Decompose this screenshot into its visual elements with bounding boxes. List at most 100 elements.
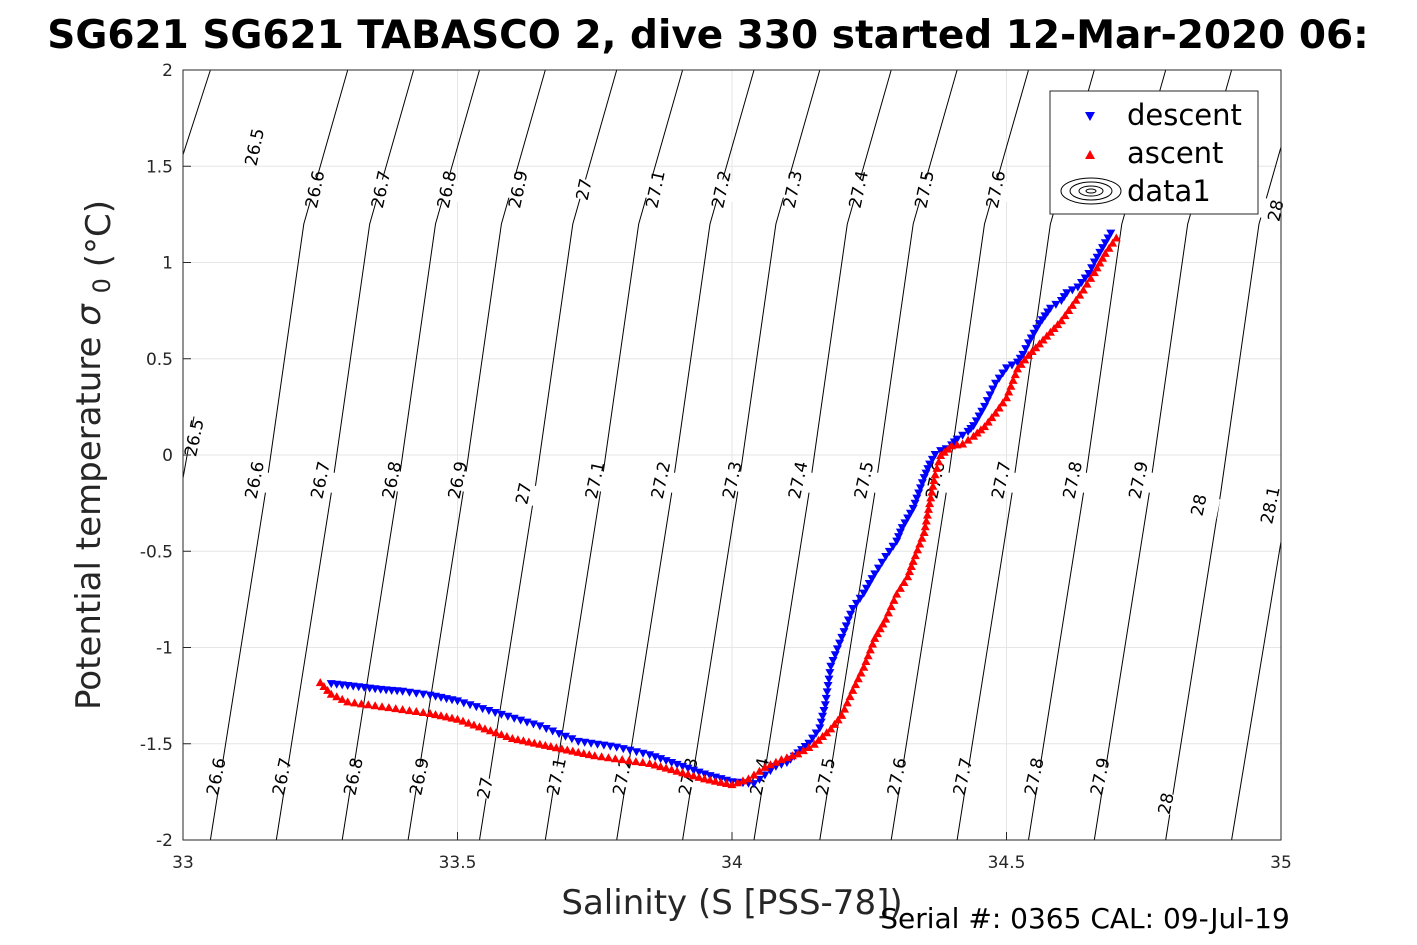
descent-point — [958, 431, 968, 440]
ascent-point — [624, 756, 634, 765]
contour-label: 27 — [512, 481, 536, 506]
isopycnal-27.2 — [616, 69, 755, 841]
descent-point — [1045, 304, 1055, 313]
ascent-point — [905, 567, 915, 576]
ascent-point — [1008, 375, 1018, 384]
contour-label: 26.6 — [302, 169, 329, 210]
x-tick-label: 34.5 — [988, 853, 1026, 873]
contour-label: 26.9 — [505, 169, 532, 210]
ascent-point — [1004, 387, 1014, 396]
ascent-point — [837, 710, 847, 719]
ascent-point — [551, 743, 561, 752]
ascent-point — [391, 704, 401, 713]
ascent-point — [535, 739, 545, 748]
descent-point — [618, 745, 628, 754]
descent-point — [1062, 289, 1072, 298]
ascent-point — [856, 668, 866, 677]
ascent-point — [529, 738, 539, 747]
contour-label: 26.8 — [340, 756, 367, 797]
ascent-point — [1089, 268, 1099, 277]
contour-label: 27 — [474, 776, 498, 801]
ascent-point — [994, 403, 1004, 412]
descent-point — [1021, 345, 1031, 354]
ascent-point — [1060, 311, 1070, 320]
descent-point — [580, 738, 590, 747]
ascent-point — [638, 758, 648, 767]
ascent-point — [903, 572, 913, 581]
contour-label-bg — [979, 466, 1023, 494]
contour-label: 27.4 — [846, 169, 873, 210]
legend-box — [1049, 90, 1259, 215]
contour-label-bg — [1078, 762, 1122, 791]
descent-point — [998, 369, 1008, 378]
ascent-point — [793, 749, 803, 758]
ascent-point — [1071, 295, 1081, 304]
ascent-point — [1020, 355, 1030, 364]
ascent-point — [557, 744, 567, 753]
ascent-point — [1095, 258, 1105, 267]
descent-point — [592, 740, 602, 749]
ascent-point — [851, 680, 861, 689]
legend-ascent-marker — [1085, 150, 1095, 159]
contour-label-bg — [803, 762, 847, 791]
ascent-point — [963, 435, 973, 444]
ascent-point — [1075, 290, 1085, 299]
ascent-point — [980, 422, 990, 431]
ascent-point — [915, 539, 925, 548]
contour-label: 27.3 — [719, 460, 746, 501]
ascent-point — [1056, 316, 1066, 325]
contour-label: 28 — [1155, 791, 1179, 816]
x-tick-label: 33.5 — [439, 853, 477, 873]
ascent-point — [842, 698, 852, 707]
ascent-point — [502, 732, 512, 741]
ascent-point — [929, 476, 939, 485]
isopycnal-27.3 — [682, 69, 821, 841]
descent-point — [1080, 274, 1090, 283]
ascent-point — [899, 578, 909, 587]
ascent-point — [913, 545, 923, 554]
ascent-point — [562, 745, 572, 754]
descent-point — [631, 748, 641, 757]
contour-label: 26.9 — [445, 460, 472, 501]
ascent-point — [987, 413, 997, 422]
ascent-point — [683, 769, 693, 778]
ascent-point — [485, 726, 495, 735]
ascent-point — [356, 699, 366, 708]
ascent-point — [1006, 381, 1016, 390]
ascent-point — [610, 754, 620, 763]
ascent-point — [323, 685, 333, 694]
contour-label: 27.6 — [884, 756, 911, 797]
descent-point — [638, 749, 648, 758]
ascent-point — [878, 619, 888, 628]
ascent-point — [350, 698, 360, 707]
isopycnal-26.7 — [275, 69, 415, 841]
ascent-point — [1086, 273, 1096, 282]
contour-label-bg — [501, 479, 546, 508]
contour-label-bg — [842, 466, 886, 494]
contour-label-bg — [194, 762, 238, 791]
contour-label-bg — [1177, 491, 1221, 519]
ascent-point — [870, 633, 880, 642]
svg-text:Potential temperature: Potential temperature σ 0 (°C) — [69, 200, 119, 710]
descent-point — [982, 397, 992, 406]
ascent-point — [597, 752, 607, 761]
ascent-point — [924, 504, 934, 513]
ascent-point — [458, 716, 468, 725]
ascent-point — [474, 722, 484, 731]
ascent-point — [667, 765, 677, 774]
contour-label-bg — [298, 466, 342, 494]
legend-data1-label: data1 — [1127, 174, 1211, 208]
ascent-point — [889, 595, 899, 604]
ascent-point — [908, 556, 918, 565]
ascent-point — [920, 522, 930, 531]
contour-label-bg — [397, 762, 441, 791]
ascent-point — [579, 748, 589, 757]
descent-point — [873, 564, 883, 573]
y-axis-label-sub: 0 — [88, 278, 116, 293]
contour-label-bg — [600, 762, 644, 791]
descent-point — [855, 594, 865, 603]
data-series — [315, 229, 1121, 789]
descent-point — [988, 385, 998, 394]
ascent-point — [370, 701, 380, 710]
